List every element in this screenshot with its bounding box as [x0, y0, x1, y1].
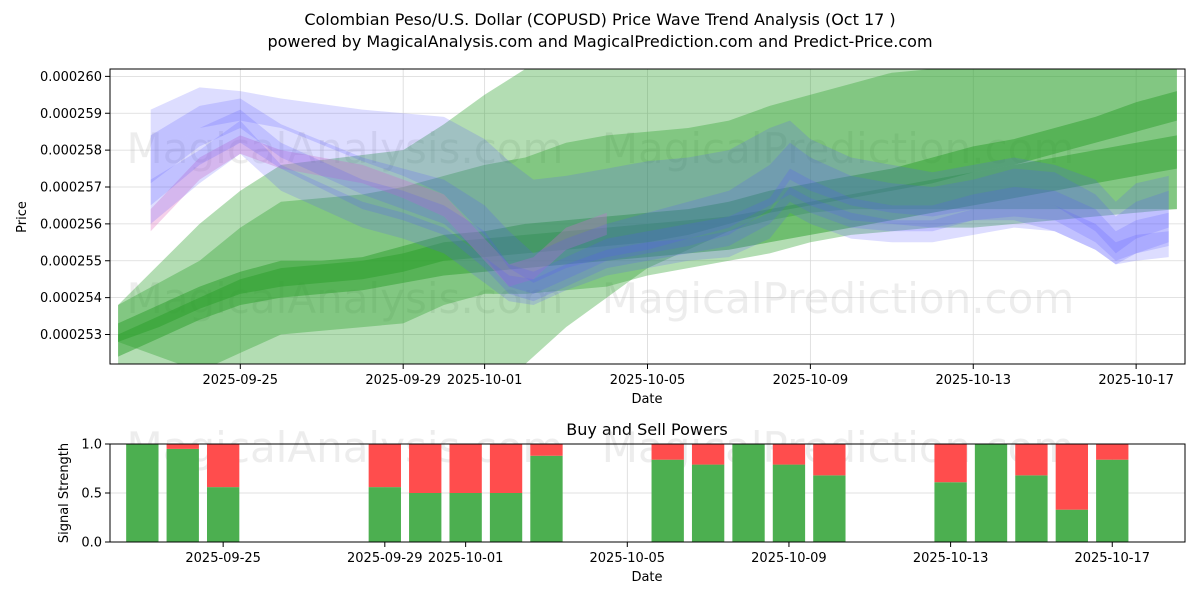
green-wave-band	[118, 135, 1177, 357]
price-x-tick-label: 2025-10-13	[935, 373, 1011, 388]
price-x-axis-label: Date	[631, 392, 662, 407]
sell-power-bar	[368, 444, 401, 488]
buy-power-bar	[449, 493, 482, 542]
buy-power-bar	[530, 455, 563, 542]
sell-power-bar	[1096, 444, 1129, 460]
blue-wave-band	[150, 120, 1169, 305]
price-x-tick-label: 2025-10-01	[447, 373, 523, 388]
price-wave-chart: MagicalAnalysis.com MagicalPrediction.co…	[15, 68, 1186, 407]
signal-x-tick-label: 2025-09-29	[347, 551, 423, 566]
buy-power-bar	[651, 459, 684, 542]
buy-power-bar	[934, 482, 967, 542]
signal-x-tick-label: 2025-10-01	[428, 551, 504, 566]
price-y-tick-label: 0.000259	[40, 107, 102, 122]
signal-y-ticks: 0.0 0.5 1.0	[81, 438, 110, 551]
chart-title-line2: powered by MagicalAnalysis.com and Magic…	[267, 32, 932, 51]
signal-x-axis-label: Date	[631, 570, 662, 585]
sell-power-bar	[772, 444, 806, 465]
buy-power-bar	[732, 444, 765, 542]
price-y-ticks: 0.000253 0.000254 0.000255 0.000256 0.000257…	[40, 70, 110, 343]
buy-power-bar	[409, 493, 442, 542]
sell-power-bar	[409, 444, 442, 493]
price-x-tick-label: 2025-10-09	[773, 373, 849, 388]
pink-wave-band	[150, 135, 607, 287]
blue-wave-band	[150, 109, 1169, 302]
buy-power-bar	[974, 444, 1008, 542]
signal-x-tick-label: 2025-10-17	[1074, 551, 1150, 566]
blue-wave-band	[150, 98, 1169, 294]
price-bands	[118, 69, 1177, 364]
sell-power-bar	[813, 444, 846, 476]
sell-power-bar	[166, 444, 199, 449]
sell-power-bar	[206, 444, 240, 488]
buy-power-bar	[772, 464, 806, 542]
chart-title-line1: Colombian Peso/U.S. Dollar (COPUSD) Pric…	[304, 10, 895, 29]
price-y-tick-label: 0.000254	[40, 291, 102, 306]
buy-sell-chart: Buy and Sell Powers MagicalAnalysis.com …	[57, 420, 1186, 585]
price-x-tick-label: 2025-09-25	[203, 373, 279, 388]
signal-y-axis-label: Signal Strength	[57, 443, 72, 543]
green-wave-band	[118, 91, 1177, 342]
price-y-tick-label: 0.000260	[40, 70, 102, 85]
signal-x-tick-label: 2025-10-13	[913, 551, 989, 566]
sell-power-bar	[1015, 444, 1048, 476]
price-x-ticks: 2025-09-25 2025-09-29 2025-10-01 2025-10-05…	[203, 364, 1174, 388]
price-y-tick-label: 0.000258	[40, 144, 102, 159]
buy-power-bar	[489, 493, 523, 542]
buy-power-bar	[166, 448, 199, 542]
signal-y-tick-label: 0.5	[81, 487, 102, 502]
signal-y-tick-label: 0.0	[81, 536, 102, 551]
buy-power-bar	[126, 444, 159, 542]
buy-power-bar	[368, 487, 401, 542]
signal-x-tick-label: 2025-10-09	[751, 551, 827, 566]
signal-x-ticks: 2025-09-25 2025-09-29 2025-10-01 2025-10-05…	[185, 542, 1150, 566]
price-y-tick-label: 0.000253	[40, 328, 102, 343]
price-y-tick-label: 0.000257	[40, 181, 102, 196]
signal-y-tick-label: 1.0	[81, 438, 102, 453]
buy-power-bar	[1015, 475, 1048, 542]
sell-power-bar	[651, 444, 684, 460]
buy-power-bar	[1096, 459, 1129, 542]
buy-power-bar	[813, 475, 846, 542]
signal-x-tick-label: 2025-10-05	[590, 551, 666, 566]
buy-power-bar	[691, 464, 725, 542]
buy-power-bar	[206, 487, 240, 542]
watermark-analysis-top: MagicalAnalysis.com	[127, 124, 564, 173]
price-x-tick-label: 2025-10-17	[1098, 373, 1174, 388]
price-y-tick-label: 0.000256	[40, 217, 102, 232]
buy-sell-title: Buy and Sell Powers	[566, 420, 728, 439]
price-y-axis-label: Price	[15, 201, 30, 233]
price-band-layer	[118, 69, 1177, 364]
sell-power-bar	[691, 444, 725, 465]
sell-power-bar	[489, 444, 523, 493]
watermark-prediction-mid: MagicalPrediction.com	[602, 274, 1075, 323]
sell-power-bar	[934, 444, 967, 483]
sell-power-bar	[449, 444, 482, 493]
sell-power-bar	[530, 444, 563, 456]
signal-bars	[126, 444, 1129, 542]
price-y-tick-label: 0.000255	[40, 254, 102, 269]
blue-wave-band	[150, 87, 1169, 283]
price-x-tick-label: 2025-09-29	[365, 373, 441, 388]
signal-x-tick-label: 2025-09-25	[185, 551, 261, 566]
buy-power-bar	[1055, 509, 1089, 542]
price-x-tick-label: 2025-10-05	[610, 373, 686, 388]
sell-power-bar	[1055, 444, 1089, 510]
